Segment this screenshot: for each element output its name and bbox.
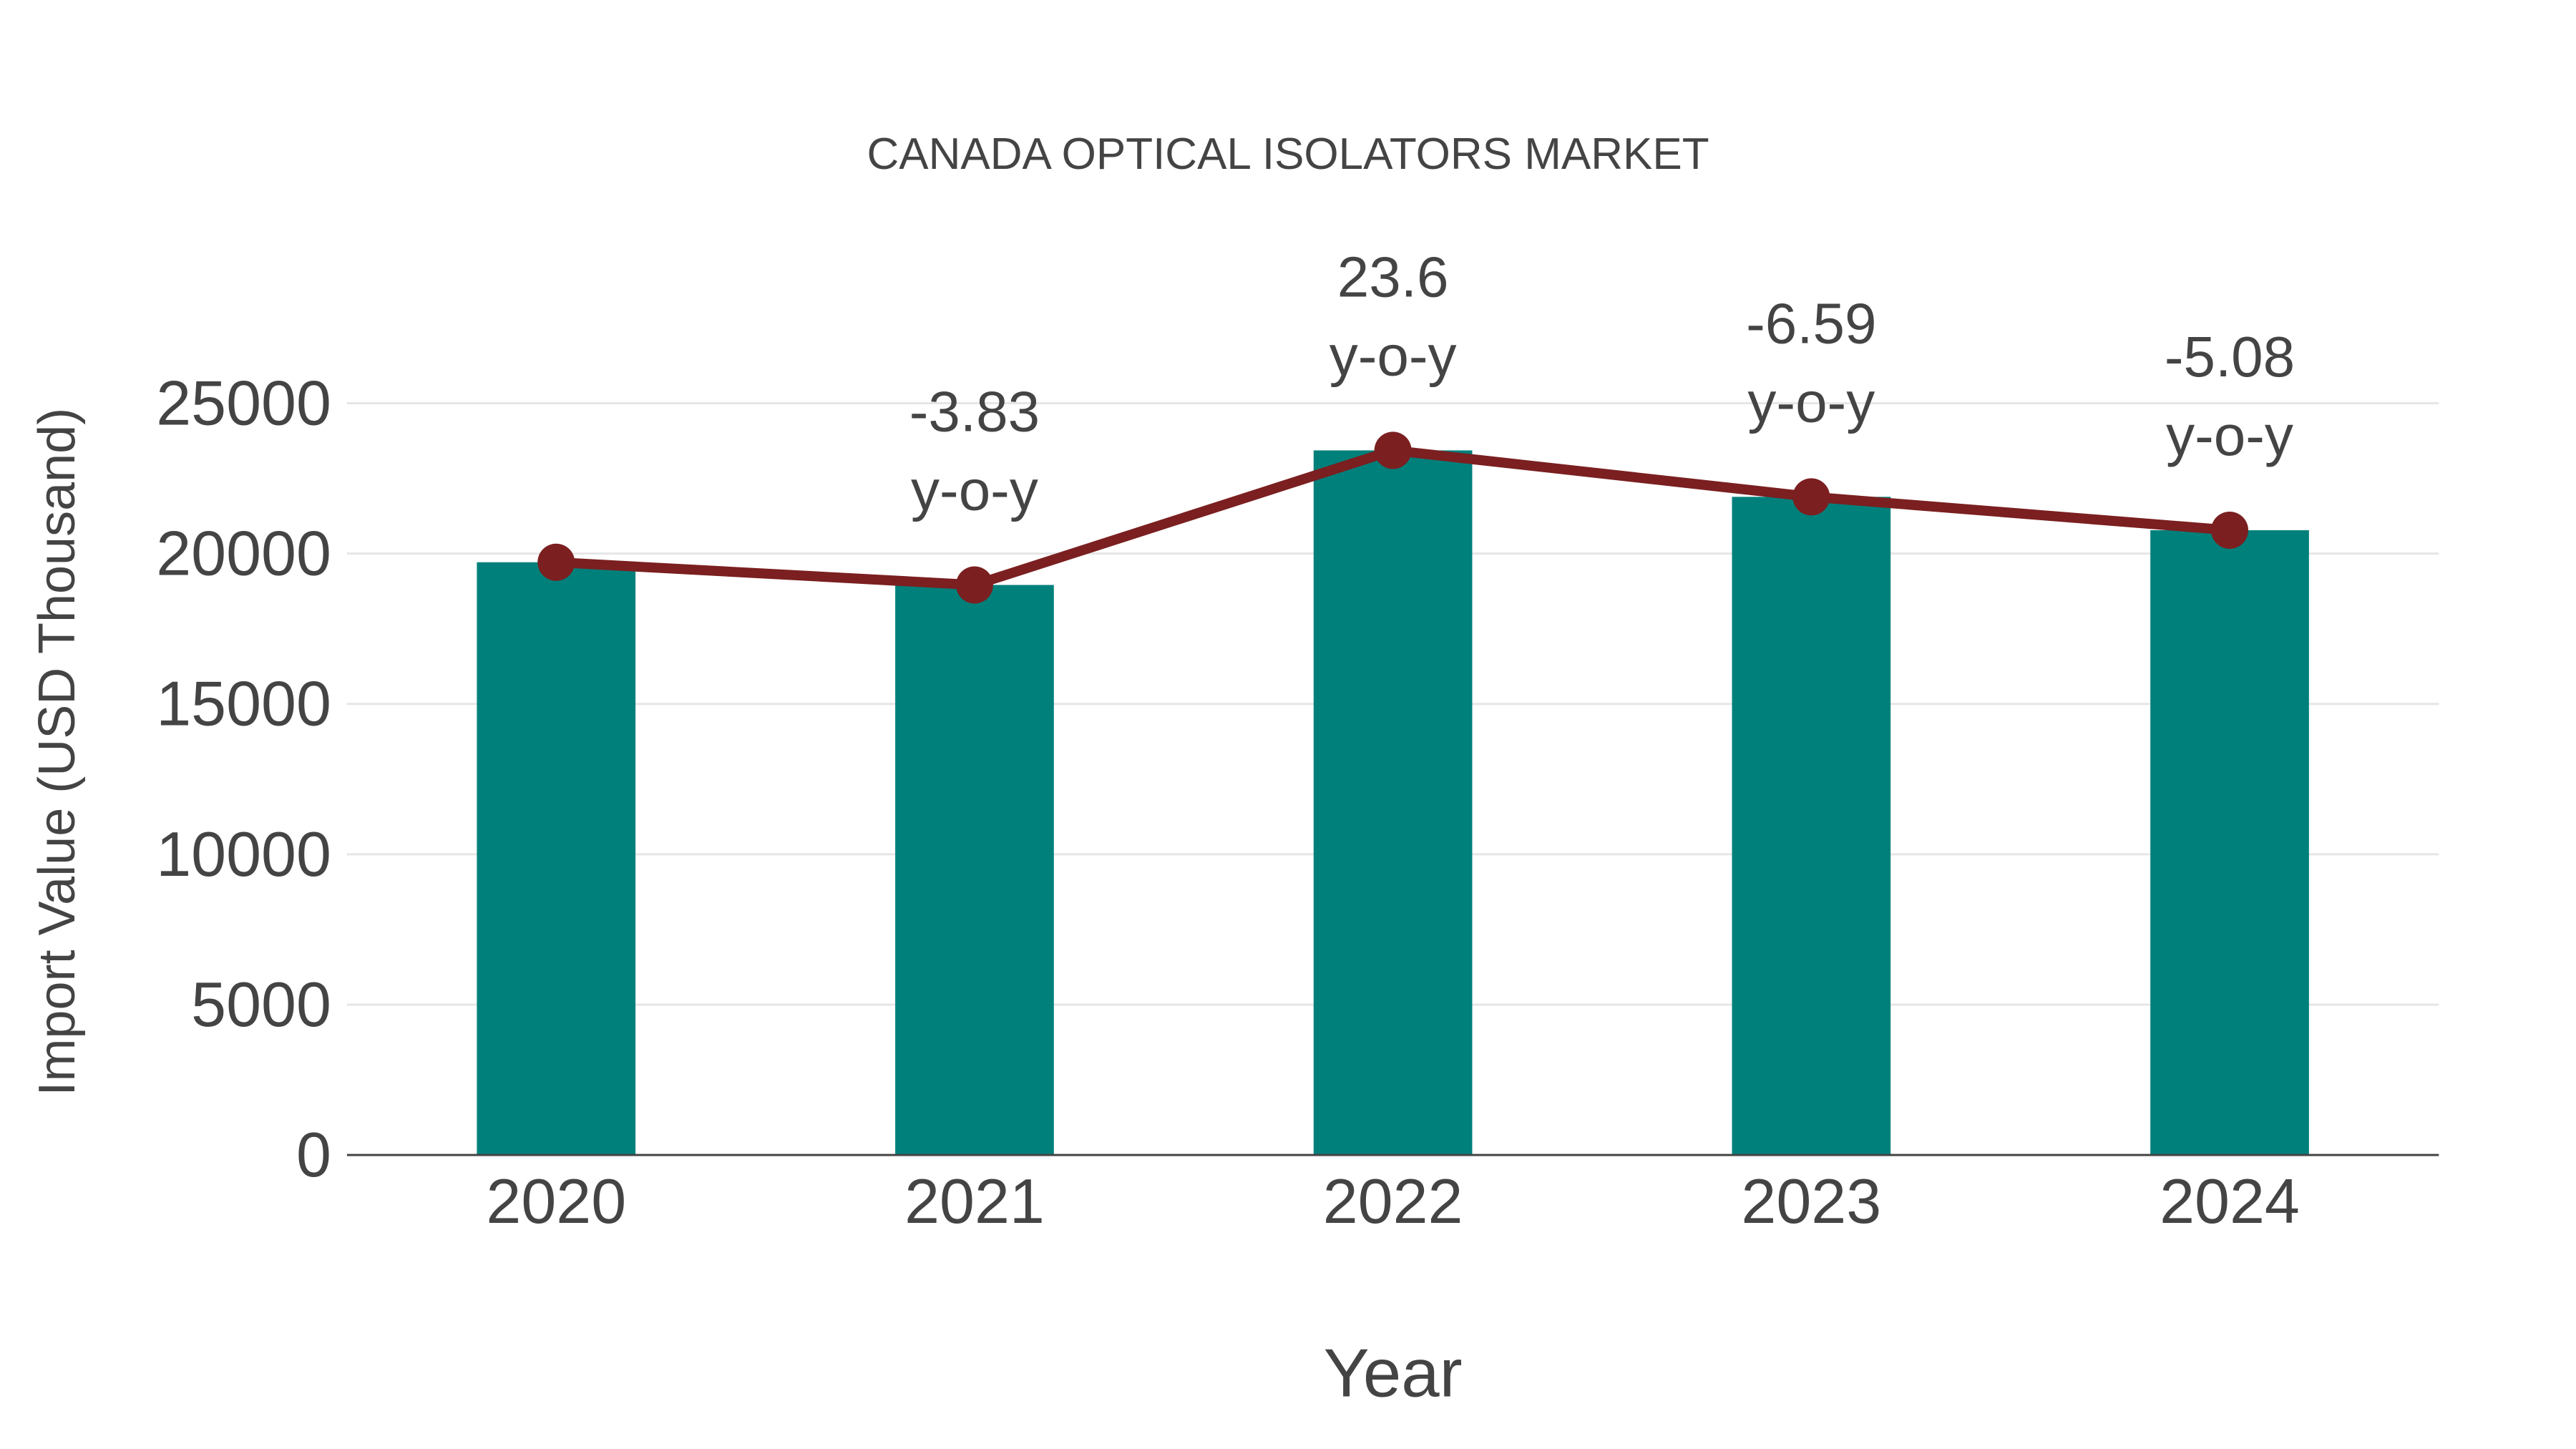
bar-2024 [2150, 530, 2309, 1156]
yoy-value: -6.59 [1746, 291, 1876, 355]
y-tick-label: 25000 [156, 367, 331, 438]
yoy-value: 23.6 [1337, 245, 1449, 308]
y-axis-title: Import Value (USD Thousand) [29, 408, 86, 1096]
y-tick-label: 5000 [191, 969, 331, 1040]
x-tick-label: 2020 [486, 1166, 626, 1236]
bar-2023 [1732, 497, 1891, 1156]
yoy-value: -3.83 [909, 379, 1040, 443]
y-tick-label: 10000 [156, 819, 331, 889]
bar-2022 [1313, 450, 1473, 1156]
trend-marker [537, 543, 575, 581]
y-tick-label: 15000 [156, 668, 331, 739]
y-tick-label: 0 [296, 1119, 331, 1190]
bar-2021 [895, 585, 1054, 1156]
x-tick-label: 2024 [2160, 1166, 2300, 1236]
yoy-suffix: y-o-y [911, 458, 1038, 522]
x-tick-label: 2022 [1323, 1166, 1463, 1236]
x-tick-label: 2021 [904, 1166, 1045, 1236]
yoy-suffix: y-o-y [1747, 370, 1875, 434]
trend-marker [1792, 478, 1830, 516]
yoy-value: -5.08 [2165, 325, 2295, 389]
chart-title: CANADA OPTICAL ISOLATORS MARKET [867, 130, 1709, 179]
yoy-suffix: y-o-y [1330, 323, 1457, 387]
trend-marker [2210, 512, 2248, 550]
trend-marker [1374, 431, 1412, 469]
bar-2020 [477, 562, 636, 1156]
yoy-suffix: y-o-y [2166, 404, 2293, 467]
trend-marker [955, 566, 993, 604]
y-tick-label: 20000 [156, 518, 331, 589]
x-tick-label: 2023 [1741, 1166, 1881, 1236]
x-axis-title: Year [1324, 1335, 1463, 1411]
